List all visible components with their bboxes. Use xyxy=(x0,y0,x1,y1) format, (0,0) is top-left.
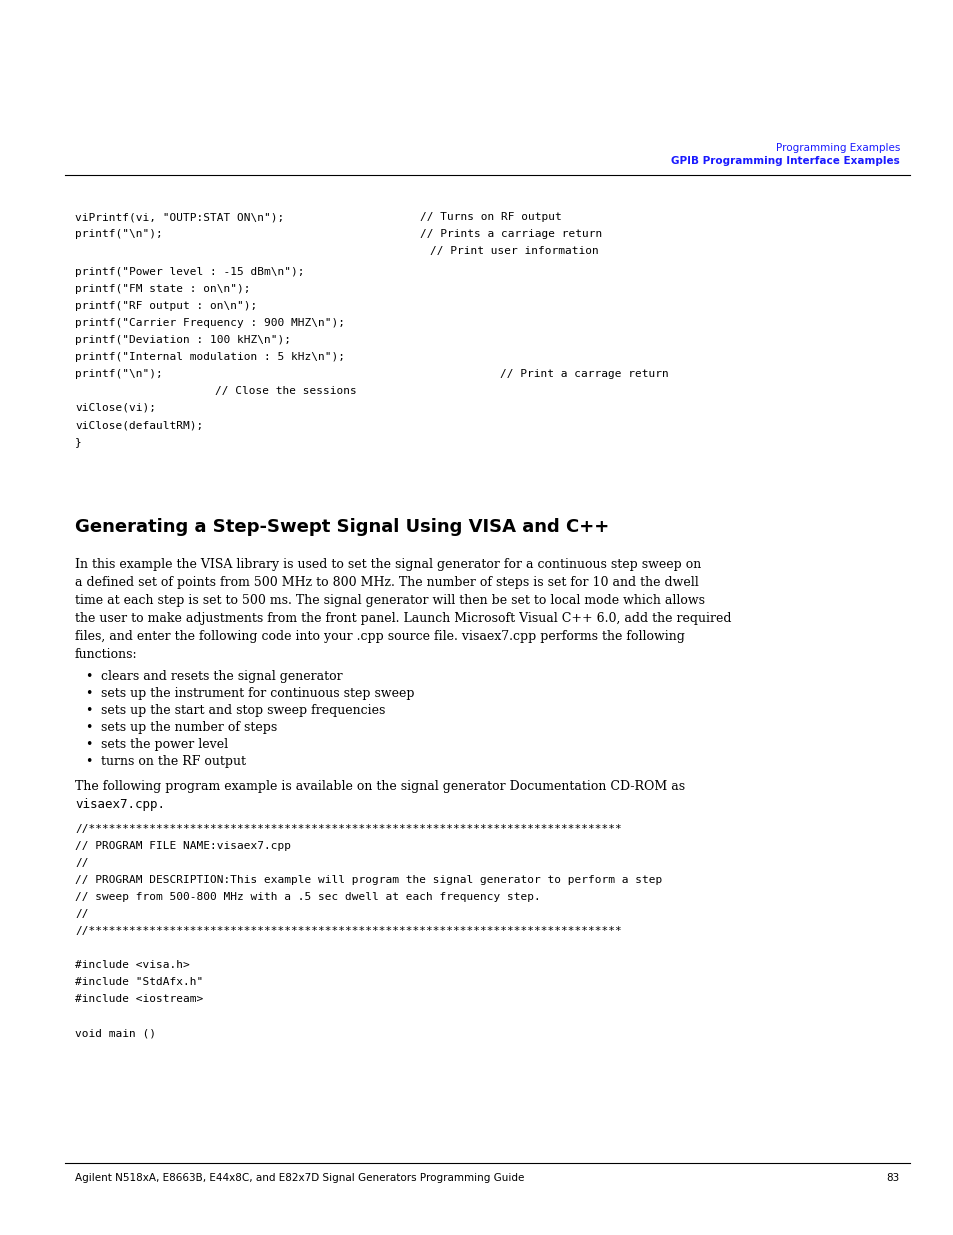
Text: In this example the VISA library is used to set the signal generator for a conti: In this example the VISA library is used… xyxy=(75,558,700,571)
Text: printf("Power level : -15 dBm\n");: printf("Power level : -15 dBm\n"); xyxy=(75,267,304,277)
Text: the user to make adjustments from the front panel. Launch Microsoft Visual C++ 6: the user to make adjustments from the fr… xyxy=(75,613,731,625)
Text: #include "StdAfx.h": #include "StdAfx.h" xyxy=(75,977,203,987)
Text: Agilent N518xA, E8663B, E44x8C, and E82x7D Signal Generators Programming Guide: Agilent N518xA, E8663B, E44x8C, and E82x… xyxy=(75,1173,524,1183)
Text: viClose(defaultRM);: viClose(defaultRM); xyxy=(75,420,203,430)
Text: printf("FM state : on\n");: printf("FM state : on\n"); xyxy=(75,284,251,294)
Text: viClose(vi);: viClose(vi); xyxy=(75,403,156,412)
Text: #include <iostream>: #include <iostream> xyxy=(75,994,203,1004)
Text: a defined set of points from 500 MHz to 800 MHz. The number of steps is set for : a defined set of points from 500 MHz to … xyxy=(75,576,698,589)
Text: #include <visa.h>: #include <visa.h> xyxy=(75,960,190,969)
Text: // PROGRAM DESCRIPTION:This example will program the signal generator to perform: // PROGRAM DESCRIPTION:This example will… xyxy=(75,876,661,885)
Text: printf("\n");: printf("\n"); xyxy=(75,228,163,240)
Text: •: • xyxy=(85,704,92,718)
Text: GPIB Programming Interface Examples: GPIB Programming Interface Examples xyxy=(671,156,899,165)
Text: •: • xyxy=(85,721,92,734)
Text: void main (): void main () xyxy=(75,1028,156,1037)
Text: sets the power level: sets the power level xyxy=(101,739,228,751)
Text: }: } xyxy=(75,437,82,447)
Text: // Close the sessions: // Close the sessions xyxy=(214,387,356,396)
Text: sets up the instrument for continuous step sweep: sets up the instrument for continuous st… xyxy=(101,687,414,700)
Text: visaex7.cpp.: visaex7.cpp. xyxy=(75,798,165,811)
Text: sets up the start and stop sweep frequencies: sets up the start and stop sweep frequen… xyxy=(101,704,385,718)
Text: files, and enter the following code into your .cpp source file. visaex7.cpp perf: files, and enter the following code into… xyxy=(75,630,684,643)
Text: // sweep from 500-800 MHz with a .5 sec dwell at each frequency step.: // sweep from 500-800 MHz with a .5 sec … xyxy=(75,892,540,902)
Text: functions:: functions: xyxy=(75,648,137,661)
Text: //: // xyxy=(75,858,89,868)
Text: Generating a Step-Swept Signal Using VISA and C++: Generating a Step-Swept Signal Using VIS… xyxy=(75,517,609,536)
Text: //******************************************************************************: //**************************************… xyxy=(75,824,621,834)
Text: printf("\n");: printf("\n"); xyxy=(75,369,163,379)
Text: clears and resets the signal generator: clears and resets the signal generator xyxy=(101,671,342,683)
Text: //******************************************************************************: //**************************************… xyxy=(75,926,621,936)
Text: •: • xyxy=(85,755,92,768)
Text: •: • xyxy=(85,687,92,700)
Text: turns on the RF output: turns on the RF output xyxy=(101,755,246,768)
Text: •: • xyxy=(85,671,92,683)
Text: //: // xyxy=(75,909,89,919)
Text: sets up the number of steps: sets up the number of steps xyxy=(101,721,277,734)
Text: printf("RF output : on\n");: printf("RF output : on\n"); xyxy=(75,301,257,311)
Text: viPrintf(vi, "OUTP:STAT ON\n");: viPrintf(vi, "OUTP:STAT ON\n"); xyxy=(75,212,284,222)
Text: printf("Deviation : 100 kHZ\n");: printf("Deviation : 100 kHZ\n"); xyxy=(75,335,291,345)
Text: printf("Carrier Frequency : 900 MHZ\n");: printf("Carrier Frequency : 900 MHZ\n"); xyxy=(75,317,345,329)
Text: The following program example is available on the signal generator Documentation: The following program example is availab… xyxy=(75,781,684,793)
Text: 83: 83 xyxy=(886,1173,899,1183)
Text: // Prints a carriage return: // Prints a carriage return xyxy=(419,228,601,240)
Text: // Print a carrage return: // Print a carrage return xyxy=(499,369,668,379)
Text: printf("Internal modulation : 5 kHz\n");: printf("Internal modulation : 5 kHz\n"); xyxy=(75,352,345,362)
Text: •: • xyxy=(85,739,92,751)
Text: Programming Examples: Programming Examples xyxy=(775,143,899,153)
Text: // Print user information: // Print user information xyxy=(430,246,598,256)
Text: // Turns on RF output: // Turns on RF output xyxy=(419,212,561,222)
Text: time at each step is set to 500 ms. The signal generator will then be set to loc: time at each step is set to 500 ms. The … xyxy=(75,594,704,606)
Text: // PROGRAM FILE NAME:visaex7.cpp: // PROGRAM FILE NAME:visaex7.cpp xyxy=(75,841,291,851)
